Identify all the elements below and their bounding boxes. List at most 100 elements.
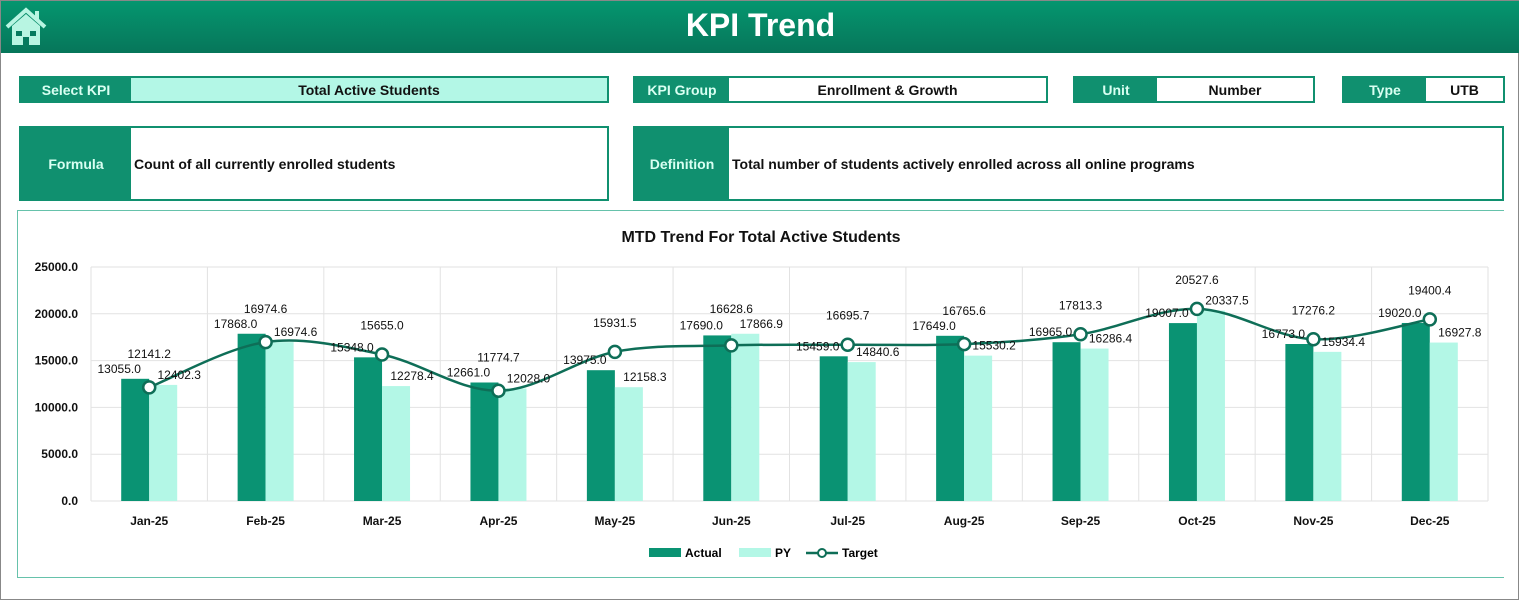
data-label-py: 17866.9 <box>740 317 784 331</box>
select-kpi-label: Select KPI <box>21 78 131 101</box>
bar-py <box>1313 351 1342 501</box>
select-kpi-field[interactable]: Select KPI Total Active Students <box>19 76 609 103</box>
x-tick-label: Jan-25 <box>130 514 168 528</box>
formula-field: Formula Count of all currently enrolled … <box>19 126 609 201</box>
chart-container <box>17 210 1504 578</box>
y-tick-label: 15000.0 <box>35 354 79 368</box>
data-label-target: 16695.7 <box>826 309 870 323</box>
target-marker <box>141 380 157 395</box>
legend-target: Target <box>842 546 878 560</box>
definition-field: Definition Total number of students acti… <box>633 126 1504 201</box>
data-label-py: 16927.8 <box>1438 326 1482 340</box>
legend-target-marker <box>817 548 827 558</box>
target-marker <box>491 383 506 399</box>
data-label-py: 15934.4 <box>1322 335 1366 349</box>
target-marker <box>374 347 390 362</box>
chart-title: MTD Trend For Total Active Students <box>621 229 900 246</box>
x-tick-label: Dec-25 <box>1410 514 1450 528</box>
data-label-py: 15530.2 <box>972 339 1016 353</box>
formula-label: Formula <box>21 128 131 199</box>
data-label-target: 15931.5 <box>593 316 637 330</box>
type-field: Type UTB <box>1342 76 1505 103</box>
bar-actual <box>1052 342 1081 501</box>
unit-label: Unit <box>1075 78 1157 101</box>
target-line <box>148 307 1431 393</box>
data-label-actual: 19007.0 <box>1145 306 1189 320</box>
definition-value: Total number of students actively enroll… <box>732 155 1195 172</box>
legend-py-swatch <box>739 548 771 557</box>
data-label-py: 12278.4 <box>390 369 434 383</box>
bar-actual <box>1401 322 1430 501</box>
bar-py <box>1080 348 1109 501</box>
x-tick-label: Nov-25 <box>1293 514 1333 528</box>
y-tick-label: 25000.0 <box>35 260 79 274</box>
data-label-py: 12402.3 <box>158 368 202 382</box>
bar-actual <box>1168 323 1197 501</box>
bar-py <box>964 355 993 501</box>
header-bar: KPI Trend <box>1 1 1519 53</box>
target-marker <box>1073 327 1088 342</box>
legend-actual: Actual <box>685 546 722 560</box>
x-tick-label: Sep-25 <box>1061 514 1101 528</box>
data-label-actual: 16773.0 <box>1262 327 1306 341</box>
bar-py <box>265 342 294 501</box>
type-label: Type <box>1344 78 1426 101</box>
bar-py <box>847 362 876 501</box>
page-title: KPI Trend <box>685 7 836 43</box>
data-label-actual: 17690.0 <box>680 318 724 332</box>
target-marker <box>956 336 972 352</box>
data-label-py: 20337.5 <box>1205 294 1249 308</box>
data-label-actual: 16965.0 <box>1029 325 1073 339</box>
data-label-target: 12141.2 <box>128 347 172 361</box>
x-tick-label: Oct-25 <box>1178 514 1216 528</box>
bar-py <box>1429 342 1458 501</box>
y-tick-label: 0.0 <box>61 494 78 508</box>
data-label-actual: 15459.0 <box>796 339 840 353</box>
type-value: UTB <box>1450 81 1479 98</box>
kpi-group-value: Enrollment & Growth <box>817 81 958 98</box>
data-label-actual: 12661.0 <box>447 365 491 379</box>
data-label-target: 16765.6 <box>942 304 986 318</box>
kpi-group-label: KPI Group <box>635 78 729 101</box>
data-label-actual: 19020.0 <box>1378 306 1422 320</box>
data-label-target: 17813.3 <box>1059 298 1103 312</box>
target-marker <box>1422 312 1438 327</box>
select-kpi-dropdown[interactable]: Total Active Students <box>298 81 440 98</box>
bar-actual <box>819 356 848 501</box>
legend-py: PY <box>775 546 791 560</box>
y-tick-label: 20000.0 <box>35 307 79 321</box>
bar-py <box>382 386 411 501</box>
unit-field: Unit Number <box>1073 76 1315 103</box>
bar-actual <box>237 333 266 501</box>
target-marker <box>724 338 739 353</box>
target-marker <box>1189 301 1205 317</box>
y-tick-label: 10000.0 <box>35 400 79 414</box>
bar-actual <box>354 357 383 501</box>
legend: Actual PY Target <box>649 546 878 560</box>
x-tick-label: Mar-25 <box>363 514 402 528</box>
bar-actual <box>121 378 150 501</box>
data-label-actual: 17868.0 <box>214 317 258 331</box>
data-label-py: 16974.6 <box>274 325 318 339</box>
data-label-actual: 15348.0 <box>330 340 374 354</box>
data-label-target: 15655.0 <box>360 318 404 332</box>
definition-label: Definition <box>635 128 729 199</box>
x-tick-label: Jun-25 <box>712 514 751 528</box>
data-label-actual: 17649.0 <box>912 319 956 333</box>
bar-py <box>149 384 178 501</box>
bar-actual <box>936 335 965 501</box>
data-label-actual: 13055.0 <box>98 362 142 376</box>
x-tick-label: May-25 <box>595 514 636 528</box>
unit-value: Number <box>1208 81 1262 98</box>
target-marker <box>1306 332 1321 347</box>
x-tick-label: Aug-25 <box>944 514 985 528</box>
target-marker <box>840 337 855 352</box>
home-icon[interactable] <box>5 7 47 47</box>
x-tick-label: Feb-25 <box>246 514 285 528</box>
data-label-target: 16974.6 <box>244 302 288 316</box>
data-label-py: 14840.6 <box>856 345 900 359</box>
data-label-target: 17276.2 <box>1292 303 1336 317</box>
data-label-target: 19400.4 <box>1408 283 1452 297</box>
data-label-target: 16628.6 <box>710 302 754 316</box>
